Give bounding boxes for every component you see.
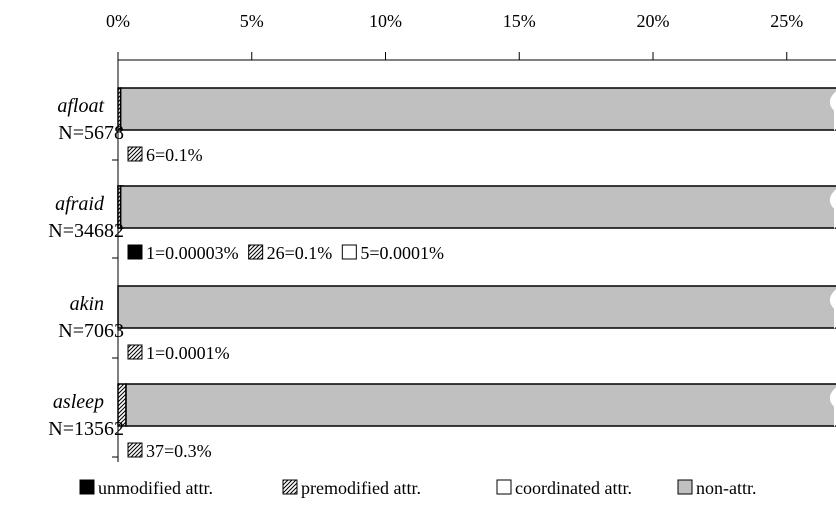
data-label: 1=0.00003% bbox=[146, 243, 239, 263]
axis-break-mark bbox=[830, 289, 836, 329]
legend-swatch bbox=[79, 479, 95, 495]
annotations: 6=0.1% 1=0.00003% 26=0.1% 5=0.0001% 1=0.0001… bbox=[127, 145, 444, 461]
annotation-swatch bbox=[127, 344, 143, 360]
bars bbox=[117, 87, 836, 427]
axis-break-mark bbox=[830, 387, 836, 427]
data-label: 6=0.1% bbox=[146, 145, 203, 165]
category-label: afloat bbox=[57, 95, 104, 117]
x-tick-label: 0% bbox=[106, 11, 130, 31]
legend-swatch bbox=[496, 479, 512, 495]
axis-break-mark bbox=[830, 91, 836, 131]
bar-segment-non-attr bbox=[117, 285, 836, 329]
legend-label: premodified attr. bbox=[301, 478, 421, 498]
category-label: akin bbox=[70, 293, 104, 315]
x-axis: 0% 5% 10% 15% 20% 25% bbox=[106, 11, 836, 462]
legend-label: non-attr. bbox=[696, 478, 757, 498]
legend: unmodified attr. premodified attr. coordin… bbox=[79, 478, 757, 498]
category-label: afraid bbox=[55, 193, 105, 215]
x-tick-label: 25% bbox=[770, 11, 803, 31]
data-label: 1=0.0001% bbox=[146, 343, 230, 363]
legend-label: unmodified attr. bbox=[98, 478, 213, 498]
category-labels: afloat N=5678 afraid N=34682 akin N=7063 aslee… bbox=[48, 95, 124, 440]
x-tick-label: 5% bbox=[240, 11, 264, 31]
legend-label: coordinated attr. bbox=[515, 478, 632, 498]
annotation-swatch bbox=[248, 244, 264, 260]
axis-break-mark bbox=[830, 189, 836, 229]
bar-segment-non-attr bbox=[119, 87, 836, 131]
x-tick-label: 20% bbox=[637, 11, 670, 31]
data-label: 5=0.0001% bbox=[360, 243, 444, 263]
category-n-label: N=34682 bbox=[48, 220, 124, 242]
bar-segment-non-attr bbox=[119, 185, 836, 229]
annotation-swatch bbox=[127, 146, 143, 162]
legend-swatch bbox=[677, 479, 693, 495]
x-tick-label: 10% bbox=[369, 11, 402, 31]
annotation-swatch bbox=[341, 244, 357, 260]
category-n-label: N=5678 bbox=[58, 122, 124, 144]
data-label: 26=0.1% bbox=[267, 243, 333, 263]
category-n-label: N=7063 bbox=[58, 320, 124, 342]
category-n-label: N=13562 bbox=[48, 418, 124, 440]
legend-swatch bbox=[282, 479, 298, 495]
bar-segment-non-attr bbox=[125, 383, 836, 427]
x-tick-label: 15% bbox=[503, 11, 536, 31]
data-label: 37=0.3% bbox=[146, 441, 212, 461]
category-label: asleep bbox=[53, 391, 104, 413]
annotation-swatch bbox=[127, 244, 143, 260]
annotation-swatch bbox=[127, 442, 143, 458]
